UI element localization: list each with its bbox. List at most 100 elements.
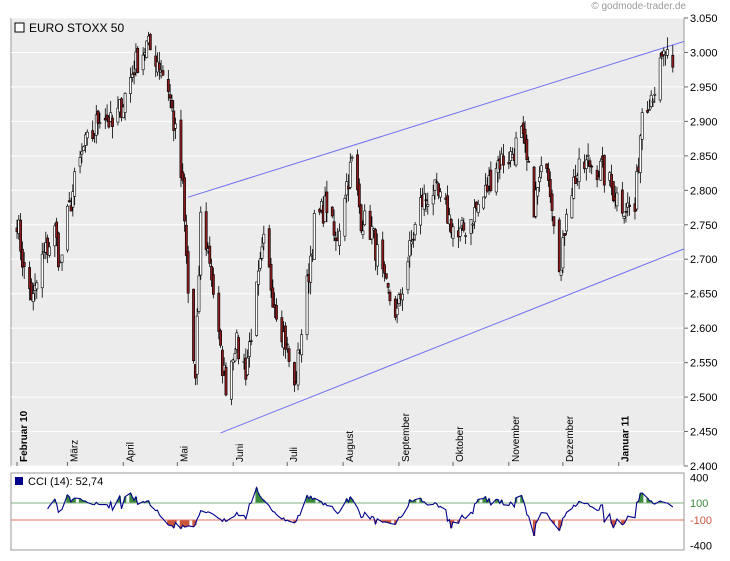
cci-fill-bar <box>613 520 617 525</box>
candle-body <box>130 73 134 78</box>
cci-fill-bar <box>637 501 640 503</box>
price-tick-label: 2.400 <box>690 461 718 473</box>
candle-body <box>343 198 347 237</box>
candle-body <box>22 262 26 267</box>
candle-body <box>550 193 554 211</box>
candle-body <box>208 245 212 264</box>
cci-tick-label: -100 <box>690 515 712 527</box>
cci-fill-bar <box>174 520 177 523</box>
cci-fill-bar <box>639 493 642 503</box>
candlestick-series <box>15 31 675 406</box>
upper-trendline <box>188 40 685 198</box>
candle-body <box>237 337 241 360</box>
candle-body <box>136 47 140 73</box>
cci-fill-bar <box>168 520 172 526</box>
month-label: Mai <box>179 446 190 462</box>
candle-body <box>590 165 594 168</box>
candle-body <box>107 116 111 128</box>
legend-swatch <box>14 22 25 33</box>
candle-body <box>184 224 188 256</box>
cci-fill-bar <box>255 487 258 503</box>
candle-body <box>437 183 440 196</box>
candle-body <box>534 189 538 217</box>
candle-body <box>489 169 493 191</box>
candle-body <box>78 157 82 167</box>
candle-body <box>168 94 172 99</box>
candle-body <box>462 222 466 231</box>
price-tick-label: 2.500 <box>690 392 718 404</box>
candle-body <box>620 189 624 214</box>
candle-body <box>82 146 86 151</box>
price-tick-label: 2.750 <box>690 220 718 232</box>
candle-body <box>267 228 271 268</box>
cci-fill-bar <box>413 499 417 503</box>
candle-body <box>464 235 468 237</box>
candle-body <box>248 341 251 357</box>
candle-body <box>647 109 651 111</box>
candle-body <box>318 208 322 213</box>
price-tick-label: 2.700 <box>690 254 718 266</box>
candle-body <box>300 334 304 356</box>
cci-fill-bar <box>386 520 390 523</box>
cci-fill-bar <box>477 499 480 503</box>
cci-fill-bar <box>532 520 536 536</box>
candle-body <box>246 357 250 376</box>
candle-body <box>615 192 619 207</box>
candle-body <box>141 54 145 71</box>
price-chart-panel: 3.050 3.000 2.950 2.900 2.850 2.800 2.750 2.700… <box>10 13 718 473</box>
candle-body <box>559 269 563 276</box>
cci-fill-bar <box>129 493 132 503</box>
candle-body <box>116 107 120 123</box>
month-label: Juli <box>289 447 300 462</box>
price-tick-label: 2.850 <box>690 151 718 163</box>
cci-y-axis: 400 100 -100 -400 <box>690 472 712 552</box>
month-label: August <box>345 431 356 462</box>
cci-fill-bar <box>410 501 413 503</box>
cci-fill-bar <box>309 496 312 503</box>
month-label: Januar 11 <box>621 415 632 462</box>
month-label: Juni <box>235 444 246 462</box>
candle-body <box>258 258 262 269</box>
candle-body <box>132 72 136 76</box>
candle-body <box>255 281 259 336</box>
cci-fill-bar <box>172 520 175 528</box>
cci-fill-bar <box>646 498 649 503</box>
candle-body <box>435 181 439 183</box>
month-axis: Februar 10 März April Mai Juni Juli August Sept… <box>16 410 632 466</box>
price-tick-label: 2.600 <box>690 323 718 335</box>
candle-body <box>219 330 222 346</box>
watermark: © godmode-trader.de <box>591 1 686 12</box>
candle-body <box>368 210 372 240</box>
cci-fill-bar <box>293 520 296 523</box>
cci-fill-bar <box>449 520 453 529</box>
candle-body <box>471 223 475 226</box>
candle-body <box>21 248 24 268</box>
candle-body <box>653 93 657 96</box>
cci-fill-bar <box>318 500 321 503</box>
candle-body <box>96 110 100 124</box>
cci-fill-bar <box>257 493 260 503</box>
candle-body <box>485 184 489 192</box>
price-tick-label: 2.450 <box>690 427 718 439</box>
cci-fill-bar <box>116 499 120 503</box>
candle-body <box>547 168 550 181</box>
candle-body <box>154 55 158 67</box>
candle-body <box>548 179 552 198</box>
cci-fill-bar <box>350 499 354 503</box>
candle-body <box>574 176 577 184</box>
candle-body <box>60 254 64 263</box>
candle-body <box>381 239 385 270</box>
trend-channel <box>188 40 685 434</box>
candle-body <box>269 263 273 291</box>
candle-body <box>361 230 365 235</box>
cci-fill-bar <box>388 520 392 524</box>
candle-body <box>35 282 39 290</box>
candle-body <box>80 151 84 155</box>
candle-body <box>635 171 639 210</box>
price-tick-label: 2.550 <box>690 358 718 370</box>
candle-body <box>275 304 278 320</box>
cci-fill-bar <box>185 520 188 527</box>
cci-fill-bar <box>385 520 388 523</box>
candle-body <box>563 233 567 236</box>
candle-body <box>451 226 455 239</box>
